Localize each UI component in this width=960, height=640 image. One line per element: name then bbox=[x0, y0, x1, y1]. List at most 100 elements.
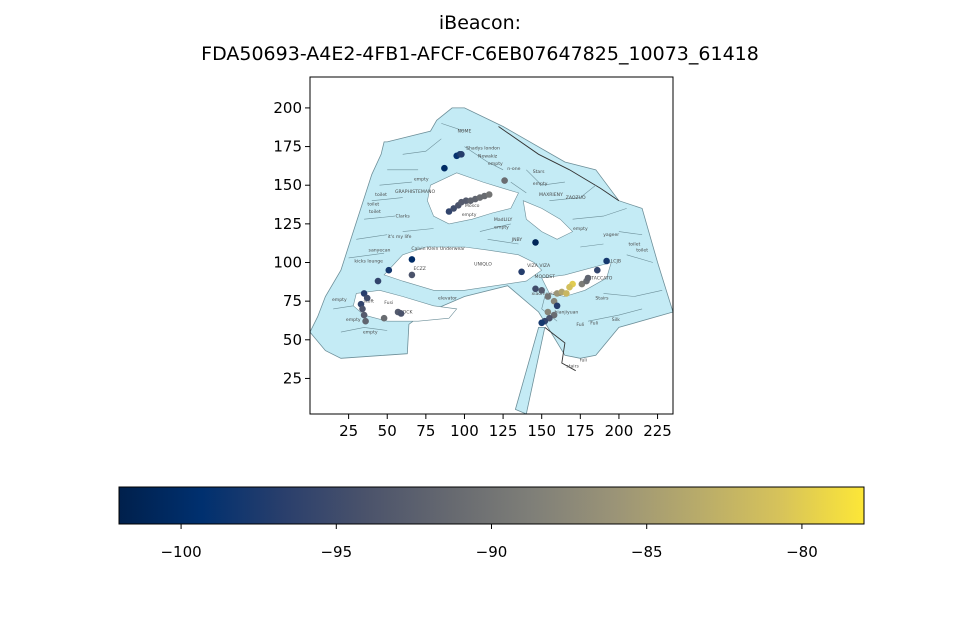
room-divider bbox=[487, 239, 519, 245]
room-label: sanyecan bbox=[369, 249, 391, 254]
room-label: empty bbox=[346, 317, 361, 323]
x-tick-label: 100 bbox=[450, 422, 479, 440]
room-label: stairs bbox=[566, 364, 579, 370]
beacon-point bbox=[532, 239, 539, 246]
corridor bbox=[383, 246, 543, 291]
room-divider bbox=[626, 254, 653, 263]
room-divider bbox=[356, 234, 388, 240]
room-label: it's my life bbox=[388, 234, 412, 240]
room-label: Fuli bbox=[590, 320, 598, 326]
beacon-point bbox=[501, 177, 508, 184]
room-divider bbox=[441, 123, 465, 132]
room-label: toilet bbox=[375, 192, 387, 198]
room-label: n-one bbox=[507, 167, 520, 172]
beacon-point bbox=[385, 266, 393, 274]
beacon-point bbox=[538, 319, 545, 327]
beacon-point bbox=[538, 287, 545, 294]
room-label: Fusi bbox=[384, 300, 393, 306]
room-label: Stars bbox=[533, 169, 545, 175]
x-tick-label: 75 bbox=[416, 422, 435, 440]
building-outline-lower bbox=[544, 327, 576, 372]
room-label: fuli bbox=[580, 357, 587, 363]
room-divider bbox=[479, 223, 511, 232]
room-label: elevator bbox=[438, 296, 457, 302]
room-divider bbox=[371, 197, 403, 201]
room-label: empty bbox=[533, 181, 548, 187]
y-axis-ticks: 25 50 75 100 125 150 175 200 bbox=[273, 99, 310, 387]
x-tick-label: 200 bbox=[605, 422, 634, 440]
room-divider bbox=[402, 228, 434, 232]
beacon-point bbox=[584, 274, 592, 282]
beacon-point bbox=[380, 314, 388, 322]
map-axes-frame bbox=[309, 76, 674, 415]
room-label: LCJB bbox=[611, 259, 621, 265]
floor-pier bbox=[514, 326, 546, 415]
beacon-point bbox=[485, 191, 493, 198]
beacon-point bbox=[550, 311, 558, 319]
colorbar-tick-label: −100 bbox=[160, 543, 201, 561]
colorbar-tick-label: −80 bbox=[786, 543, 818, 561]
beacon-point bbox=[445, 208, 453, 215]
beacon-point bbox=[594, 266, 601, 274]
beacon-point bbox=[566, 283, 573, 291]
beacon-points bbox=[357, 151, 610, 327]
map-title-line-2: FDA50693-A4E2-4FB1-AFCF-C6EB07647825_100… bbox=[201, 43, 759, 65]
beacon-point bbox=[359, 305, 366, 313]
beacon-point bbox=[563, 290, 570, 297]
room-label: MadLILY bbox=[494, 217, 513, 223]
room-divider bbox=[603, 290, 663, 297]
room-divider bbox=[379, 181, 412, 186]
room-label: empty bbox=[462, 212, 477, 218]
room-label: VIZA VIZA bbox=[527, 263, 551, 269]
x-tick-label: 175 bbox=[566, 422, 595, 440]
beacon-point bbox=[363, 294, 371, 302]
room-label: MAXRIENY bbox=[539, 192, 563, 198]
map-title-line-1: iBeacon: bbox=[438, 12, 522, 34]
room-label: toilet bbox=[628, 242, 640, 248]
room-divider bbox=[580, 243, 604, 248]
x-tick-label: 225 bbox=[643, 422, 672, 440]
room-label: empty bbox=[363, 330, 378, 336]
room-label: stuft bbox=[363, 299, 374, 305]
room-label: MOODST bbox=[535, 274, 556, 280]
beacon-point bbox=[518, 268, 525, 276]
x-tick-label: 125 bbox=[489, 422, 518, 440]
y-tick-label: 25 bbox=[283, 369, 302, 387]
room-label: yageer bbox=[603, 232, 619, 238]
y-tick-label: 75 bbox=[283, 292, 302, 310]
x-axis-ticks: 25 50 75 100 125 150 175 200 225 bbox=[339, 414, 672, 440]
room-divider bbox=[549, 184, 596, 201]
room-label: empty bbox=[488, 161, 503, 167]
beacon-point bbox=[397, 310, 405, 317]
room-divider bbox=[333, 305, 354, 310]
room-label: toilet bbox=[636, 248, 648, 254]
x-tick-label: 25 bbox=[339, 422, 358, 440]
room-label: empty bbox=[494, 224, 509, 230]
beacon-point bbox=[374, 277, 382, 285]
beacon-point bbox=[408, 271, 416, 279]
room-label: ECZZ bbox=[413, 266, 425, 272]
beacon-point bbox=[362, 317, 369, 325]
colorbar-tick-label: −90 bbox=[476, 543, 508, 561]
room-divider bbox=[587, 308, 643, 322]
room-label: empty bbox=[332, 297, 347, 303]
room-divider bbox=[572, 208, 627, 220]
beacon-point bbox=[532, 285, 539, 293]
building-outline bbox=[498, 126, 620, 202]
corridor bbox=[522, 200, 574, 240]
corridor bbox=[352, 289, 458, 322]
beacon-point bbox=[544, 293, 552, 300]
room-divider bbox=[402, 138, 442, 155]
colorbar-ticks: −100 −95 −90 −85 −80 bbox=[160, 524, 818, 561]
beacon-point bbox=[408, 256, 416, 263]
y-tick-label: 100 bbox=[273, 254, 302, 272]
room-label: Calvin Klein Underwear bbox=[411, 246, 465, 252]
room-label: empty bbox=[414, 177, 429, 183]
room-label: Clarks bbox=[396, 214, 411, 220]
room-label: STACCATO bbox=[588, 276, 612, 282]
room-label: JNBY bbox=[511, 237, 523, 243]
room-label: Newakiz bbox=[478, 153, 498, 159]
room-label: Stairs bbox=[595, 296, 609, 302]
